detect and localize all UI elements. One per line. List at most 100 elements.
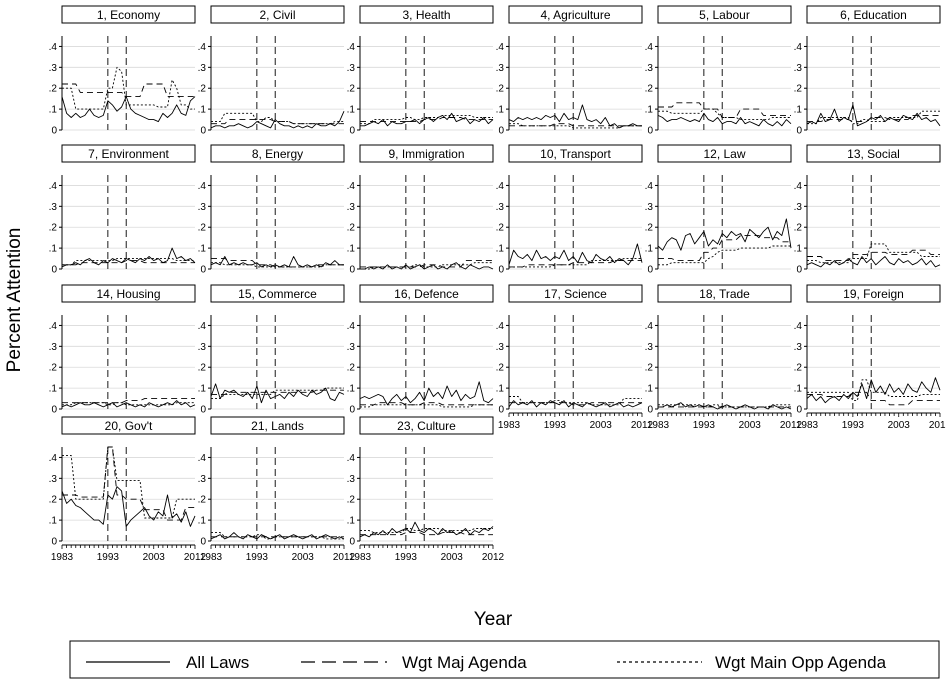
y-tick-label: .2 [198,363,207,374]
panel-header-box [210,5,345,24]
panel-header-box [806,5,941,24]
y-tick-label: .2 [645,223,654,234]
y-tick-label: .4 [794,321,803,332]
x-tick-label: 1983 [498,420,521,431]
series-line-wgt-main-opp-agenda [509,258,642,268]
y-tick-label: .3 [49,474,58,485]
panel-header-box [61,284,196,303]
y-tick-label: .2 [347,84,356,95]
series-line-all-laws [61,486,196,527]
series-line-wgt-maj-agenda [807,249,940,262]
series-line-wgt-maj-agenda [509,123,642,127]
series-line-wgt-maj-agenda [509,260,642,268]
panel-19-foreign: 19, Foreign 0 .1 .2 .3 .4 1983 1993 2003 2012 [794,284,946,431]
panel-title: 8, Energy [252,147,303,161]
x-tick-label: 1983 [51,552,74,563]
panel-title: 3, Health [402,8,450,22]
x-tick-label: 1993 [395,552,418,563]
y-tick-label: .2 [49,84,58,95]
y-tick-label: .4 [347,181,356,192]
x-tick-label: 1983 [349,552,372,563]
panel-title: 23, Culture [397,419,456,433]
panel-12-law: 12, Law 0 .1 .2 .3 .4 [645,144,792,276]
y-tick-label: .1 [198,244,207,255]
panel-title: 21, Lands [251,419,304,433]
y-tick-label: .4 [347,321,356,332]
panel-header-box [359,284,494,303]
x-tick-label: 1993 [693,420,716,431]
x-axis-title: Year [474,609,513,630]
panel-header-box [359,144,494,163]
panel-13-social: 13, Social 0 .1 .2 .3 .4 [794,144,941,276]
y-tick-label: 0 [200,405,206,416]
series-line-wgt-main-opp-agenda [211,387,344,400]
y-tick-label: .4 [198,181,207,192]
panel-title: 17, Science [544,287,607,301]
panel-header-box [210,284,345,303]
y-tick-label: .2 [347,223,356,234]
y-tick-label: .3 [496,63,505,74]
series-line-wgt-main-opp-agenda [807,110,940,125]
panel-header-box [657,144,792,163]
panel-title: 1, Economy [97,8,160,22]
y-tick-label: .1 [347,244,356,255]
y-tick-label: 0 [349,126,355,137]
legend-label-all-laws: All Laws [186,653,249,672]
y-tick-label: .4 [49,453,58,464]
series-line-all-laws [508,104,642,129]
y-tick-label: .1 [49,516,58,527]
y-tick-label: .3 [347,474,356,485]
y-tick-label: .2 [198,223,207,234]
series-line-wgt-maj-agenda [360,532,493,536]
series-line-wgt-main-opp-agenda [807,243,940,264]
panel-header-box [210,144,345,163]
panel-title: 19, Foreign [843,287,904,301]
y-tick-label: .3 [198,202,207,213]
y-tick-label: .2 [645,363,654,374]
y-tick-label: .1 [645,105,654,116]
panel-title: 13, Social [847,147,900,161]
panel-header-box [210,416,345,435]
panel-4-agriculture: 4, Agriculture 0 .1 .2 .3 .4 [496,5,643,137]
y-tick-label: .3 [198,474,207,485]
y-tick-label: .1 [198,516,207,527]
y-tick-label: .3 [198,342,207,353]
y-tick-label: 0 [796,405,802,416]
y-tick-label: .1 [198,384,207,395]
y-tick-label: 0 [796,265,802,276]
series-line-all-laws [806,256,941,268]
y-tick-label: .3 [645,342,654,353]
panel-title: 15, Commerce [238,287,317,301]
y-tick-label: .3 [645,63,654,74]
panel-9-immigration: 9, Immigration 0 .1 .2 .3 .4 [347,144,494,276]
y-tick-label: .4 [794,42,803,53]
y-tick-label: .2 [794,84,803,95]
y-tick-label: .2 [198,84,207,95]
series-line-wgt-main-opp-agenda [658,245,791,266]
series-line-wgt-main-opp-agenda [62,402,195,406]
y-tick-label: .1 [347,516,356,527]
x-tick-label: 1993 [544,420,567,431]
y-tick-label: 0 [647,126,653,137]
x-tick-label: 2012 [780,420,803,431]
series-line-wgt-main-opp-agenda [360,528,493,534]
x-tick-label: 2012 [184,552,207,563]
panel-header-box [508,5,643,24]
y-tick-label: .1 [794,384,803,395]
panel-title: 20, Gov't [105,419,153,433]
legend-box [69,640,940,679]
x-tick-label: 2003 [143,552,166,563]
panel-title: 18, Trade [699,287,750,301]
series-line-all-laws [508,400,643,408]
panel-23-culture: 23, Culture 0 .1 .2 .3 .4 1983 1993 2003 2012 [347,416,505,563]
series-line-all-laws [360,262,494,270]
panel-title: 14, Housing [96,287,160,301]
y-tick-label: .1 [645,384,654,395]
y-tick-label: .3 [496,202,505,213]
y-tick-label: .3 [794,63,803,74]
series-line-all-laws [359,381,494,406]
y-tick-label: .2 [49,223,58,234]
y-tick-label: .2 [49,495,58,506]
panel-15-commerce: 15, Commerce 0 .1 .2 .3 .4 [198,284,345,416]
panel-10-transport: 10, Transport 0 .1 .2 .3 .4 [496,144,643,276]
